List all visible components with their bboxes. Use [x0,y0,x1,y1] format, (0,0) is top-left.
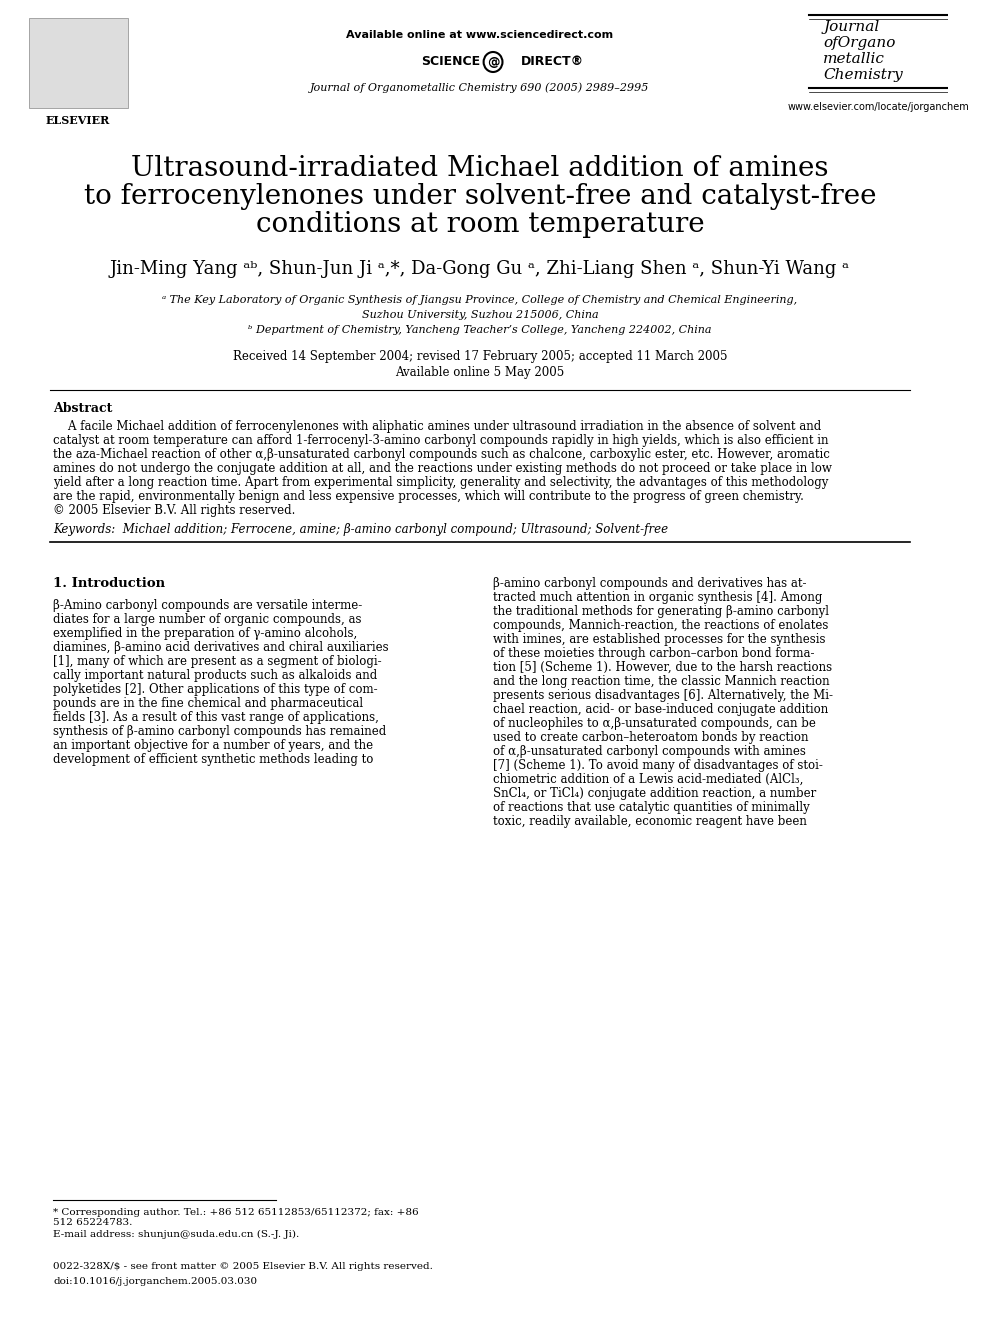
Text: 0022-328X/$ - see front matter © 2005 Elsevier B.V. All rights reserved.: 0022-328X/$ - see front matter © 2005 El… [54,1262,434,1271]
Text: ᵇ Department of Chemistry, Yancheng Teacher’s College, Yancheng 224002, China: ᵇ Department of Chemistry, Yancheng Teac… [248,325,711,335]
Text: β-amino carbonyl compounds and derivatives has at-: β-amino carbonyl compounds and derivativ… [493,577,806,590]
Text: used to create carbon–heteroatom bonds by reaction: used to create carbon–heteroatom bonds b… [493,732,808,744]
Text: Journal of Organometallic Chemistry 690 (2005) 2989–2995: Journal of Organometallic Chemistry 690 … [310,82,650,93]
Text: [1], many of which are present as a segment of biologi-: [1], many of which are present as a segm… [54,655,382,668]
Text: SCIENCE: SCIENCE [421,56,480,67]
Text: of nucleophiles to α,β-unsaturated compounds, can be: of nucleophiles to α,β-unsaturated compo… [493,717,816,730]
Text: Ultrasound-irradiated Michael addition of amines: Ultrasound-irradiated Michael addition o… [131,155,828,183]
Text: of α,β-unsaturated carbonyl compounds with amines: of α,β-unsaturated carbonyl compounds wi… [493,745,806,758]
Text: Chemistry: Chemistry [823,67,903,82]
Text: with imines, are established processes for the synthesis: with imines, are established processes f… [493,632,825,646]
Text: 1. Introduction: 1. Introduction [54,577,166,590]
Text: development of efficient synthetic methods leading to: development of efficient synthetic metho… [54,753,374,766]
Text: the aza-Michael reaction of other α,β-unsaturated carbonyl compounds such as cha: the aza-Michael reaction of other α,β-un… [54,448,830,460]
Text: Journal: Journal [823,20,880,34]
Text: β-Amino carbonyl compounds are versatile interme-: β-Amino carbonyl compounds are versatile… [54,599,363,613]
Text: of these moieties through carbon–carbon bond forma-: of these moieties through carbon–carbon … [493,647,814,660]
Text: ᵃ The Key Laboratory of Organic Synthesis of Jiangsu Province, College of Chemis: ᵃ The Key Laboratory of Organic Synthesi… [163,295,798,306]
Text: pounds are in the fine chemical and pharmaceutical: pounds are in the fine chemical and phar… [54,697,363,710]
Text: @: @ [487,56,499,69]
FancyBboxPatch shape [29,19,128,108]
Text: © 2005 Elsevier B.V. All rights reserved.: © 2005 Elsevier B.V. All rights reserved… [54,504,296,517]
Text: cally important natural products such as alkaloids and: cally important natural products such as… [54,669,378,681]
Text: www.elsevier.com/locate/jorganchem: www.elsevier.com/locate/jorganchem [787,102,969,112]
Text: Available online at www.sciencedirect.com: Available online at www.sciencedirect.co… [346,30,613,40]
Text: fields [3]. As a result of this vast range of applications,: fields [3]. As a result of this vast ran… [54,710,379,724]
Text: amines do not undergo the conjugate addition at all, and the reactions under exi: amines do not undergo the conjugate addi… [54,462,832,475]
Text: Keywords:  Michael addition; Ferrocene, amine; β-amino carbonyl compound; Ultras: Keywords: Michael addition; Ferrocene, a… [54,523,669,536]
Text: Abstract: Abstract [54,402,113,415]
Text: [7] (Scheme 1). To avoid many of disadvantages of stoi-: [7] (Scheme 1). To avoid many of disadva… [493,759,823,773]
Text: diamines, β-amino acid derivatives and chiral auxiliaries: diamines, β-amino acid derivatives and c… [54,642,389,654]
Text: compounds, Mannich-reaction, the reactions of enolates: compounds, Mannich-reaction, the reactio… [493,619,828,632]
Text: chiometric addition of a Lewis acid-mediated (AlCl₃,: chiometric addition of a Lewis acid-medi… [493,773,804,786]
Text: diates for a large number of organic compounds, as: diates for a large number of organic com… [54,613,362,626]
Text: ELSEVIER: ELSEVIER [46,115,110,126]
Text: an important objective for a number of years, and the: an important objective for a number of y… [54,740,374,751]
Text: metallic: metallic [823,52,885,66]
Text: of reactions that use catalytic quantities of minimally: of reactions that use catalytic quantiti… [493,800,809,814]
Text: toxic, readily available, economic reagent have been: toxic, readily available, economic reage… [493,815,806,828]
Text: DIRECT®: DIRECT® [522,56,584,67]
Text: to ferrocenylenones under solvent-free and catalyst-free: to ferrocenylenones under solvent-free a… [83,183,876,210]
Text: synthesis of β-amino carbonyl compounds has remained: synthesis of β-amino carbonyl compounds … [54,725,387,738]
Text: A facile Michael addition of ferrocenylenones with aliphatic amines under ultras: A facile Michael addition of ferrocenyle… [54,419,821,433]
Text: conditions at room temperature: conditions at room temperature [256,210,704,238]
Text: Received 14 September 2004; revised 17 February 2005; accepted 11 March 2005: Received 14 September 2004; revised 17 F… [232,351,727,363]
Text: are the rapid, environmentally benign and less expensive processes, which will c: are the rapid, environmentally benign an… [54,490,805,503]
Text: presents serious disadvantages [6]. Alternatively, the Mi-: presents serious disadvantages [6]. Alte… [493,689,833,703]
Text: Suzhou University, Suzhou 215006, China: Suzhou University, Suzhou 215006, China [361,310,598,320]
Text: chael reaction, acid- or base-induced conjugate addition: chael reaction, acid- or base-induced co… [493,703,828,716]
Text: Jin-Ming Yang ᵃᵇ, Shun-Jun Ji ᵃ,*, Da-Gong Gu ᵃ, Zhi-Liang Shen ᵃ, Shun-Yi Wang : Jin-Ming Yang ᵃᵇ, Shun-Jun Ji ᵃ,*, Da-Go… [110,261,850,278]
Text: polyketides [2]. Other applications of this type of com-: polyketides [2]. Other applications of t… [54,683,378,696]
Text: ofOrgano: ofOrgano [823,36,896,50]
Text: and the long reaction time, the classic Mannich reaction: and the long reaction time, the classic … [493,675,829,688]
Text: yield after a long reaction time. Apart from experimental simplicity, generality: yield after a long reaction time. Apart … [54,476,828,490]
Text: * Corresponding author. Tel.: +86 512 65112853/65112372; fax: +86
512 65224783.: * Corresponding author. Tel.: +86 512 65… [54,1208,419,1228]
Text: tion [5] (Scheme 1). However, due to the harsh reactions: tion [5] (Scheme 1). However, due to the… [493,662,832,673]
Text: exemplified in the preparation of γ-amino alcohols,: exemplified in the preparation of γ-amin… [54,627,357,640]
Text: E-mail address: shunjun@suda.edu.cn (S.-J. Ji).: E-mail address: shunjun@suda.edu.cn (S.-… [54,1230,300,1240]
Text: SnCl₄, or TiCl₄) conjugate addition reaction, a number: SnCl₄, or TiCl₄) conjugate addition reac… [493,787,816,800]
Text: Available online 5 May 2005: Available online 5 May 2005 [395,366,564,378]
Text: the traditional methods for generating β-amino carbonyl: the traditional methods for generating β… [493,605,829,618]
Text: tracted much attention in organic synthesis [4]. Among: tracted much attention in organic synthe… [493,591,822,605]
Text: doi:10.1016/j.jorganchem.2005.03.030: doi:10.1016/j.jorganchem.2005.03.030 [54,1277,258,1286]
Text: catalyst at room temperature can afford 1-ferrocenyl-3-amino carbonyl compounds : catalyst at room temperature can afford … [54,434,829,447]
